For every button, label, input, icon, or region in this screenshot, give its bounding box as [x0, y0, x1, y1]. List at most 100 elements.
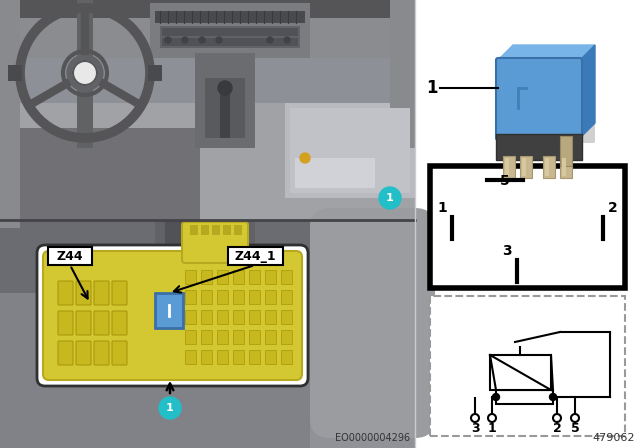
Bar	[155, 220, 255, 263]
Bar	[155, 293, 183, 328]
Bar	[201, 330, 212, 344]
Circle shape	[216, 37, 222, 43]
Bar	[265, 330, 276, 344]
Bar	[560, 156, 572, 178]
Bar	[228, 247, 283, 265]
Bar	[430, 166, 625, 288]
Bar	[205, 78, 245, 138]
Bar	[48, 247, 92, 265]
FancyBboxPatch shape	[496, 58, 582, 140]
Bar	[310, 220, 415, 448]
Bar	[562, 158, 566, 176]
Circle shape	[218, 81, 232, 95]
FancyBboxPatch shape	[76, 311, 91, 335]
Bar	[249, 350, 260, 364]
Text: EO0000004296: EO0000004296	[335, 433, 410, 443]
Circle shape	[488, 414, 496, 422]
Bar	[185, 270, 196, 284]
Text: 5: 5	[571, 422, 579, 435]
Bar	[217, 270, 228, 284]
FancyBboxPatch shape	[43, 251, 302, 380]
Bar	[212, 225, 220, 235]
Bar	[185, 310, 196, 324]
Bar	[233, 330, 244, 344]
Bar	[162, 28, 298, 36]
Circle shape	[73, 61, 97, 85]
Bar	[217, 330, 228, 344]
Text: 1: 1	[166, 403, 174, 413]
Bar	[0, 0, 415, 58]
Bar	[150, 3, 310, 58]
Bar	[233, 290, 244, 304]
Bar	[165, 220, 195, 253]
Bar	[281, 270, 292, 284]
Bar	[233, 310, 244, 324]
Circle shape	[159, 397, 181, 419]
Bar	[522, 158, 526, 176]
Bar	[0, 0, 415, 18]
Bar	[265, 350, 276, 364]
Circle shape	[550, 393, 557, 401]
Circle shape	[379, 187, 401, 209]
Bar	[503, 156, 515, 178]
FancyBboxPatch shape	[76, 341, 91, 365]
Bar	[185, 290, 196, 304]
Bar	[390, 0, 415, 148]
Circle shape	[553, 414, 561, 422]
Text: 5: 5	[500, 174, 510, 188]
Bar	[415, 0, 640, 160]
Bar	[249, 330, 260, 344]
Bar	[217, 350, 228, 364]
Bar	[0, 220, 415, 293]
Circle shape	[199, 37, 205, 43]
Bar	[496, 134, 582, 160]
FancyBboxPatch shape	[58, 341, 73, 365]
Circle shape	[67, 55, 103, 91]
FancyBboxPatch shape	[112, 281, 127, 305]
Circle shape	[493, 393, 499, 401]
Text: 479062: 479062	[593, 433, 635, 443]
Polygon shape	[580, 45, 595, 138]
Bar	[285, 103, 415, 198]
FancyBboxPatch shape	[310, 208, 435, 438]
Bar	[265, 270, 276, 284]
Bar	[0, 0, 415, 103]
Bar	[249, 270, 260, 284]
Bar	[155, 11, 305, 23]
Bar	[505, 158, 509, 176]
Bar	[249, 310, 260, 324]
Bar	[281, 310, 292, 324]
Bar	[185, 350, 196, 364]
Bar	[8, 65, 22, 81]
Text: Z44_1: Z44_1	[234, 250, 276, 263]
Circle shape	[284, 37, 290, 43]
Text: 1: 1	[488, 422, 497, 435]
Bar	[543, 156, 555, 178]
Bar	[490, 355, 551, 390]
Bar	[233, 270, 244, 284]
Bar	[545, 158, 549, 176]
Text: 2: 2	[552, 422, 561, 435]
FancyBboxPatch shape	[182, 222, 248, 263]
Text: Z44: Z44	[57, 250, 83, 263]
FancyBboxPatch shape	[94, 281, 109, 305]
Bar	[496, 390, 553, 404]
Bar	[148, 65, 162, 81]
Bar	[0, 0, 20, 228]
Text: 3: 3	[470, 422, 479, 435]
Circle shape	[182, 37, 188, 43]
FancyBboxPatch shape	[37, 245, 308, 386]
Bar	[430, 296, 625, 436]
Polygon shape	[498, 45, 595, 60]
Bar	[185, 330, 196, 344]
Circle shape	[571, 414, 579, 422]
Bar	[0, 128, 200, 228]
FancyBboxPatch shape	[94, 311, 109, 335]
Bar	[77, 0, 93, 148]
Bar	[249, 290, 260, 304]
Bar	[295, 158, 375, 188]
Bar	[520, 156, 532, 178]
Text: 1: 1	[426, 79, 438, 97]
Bar	[217, 290, 228, 304]
Text: 3: 3	[502, 244, 512, 258]
